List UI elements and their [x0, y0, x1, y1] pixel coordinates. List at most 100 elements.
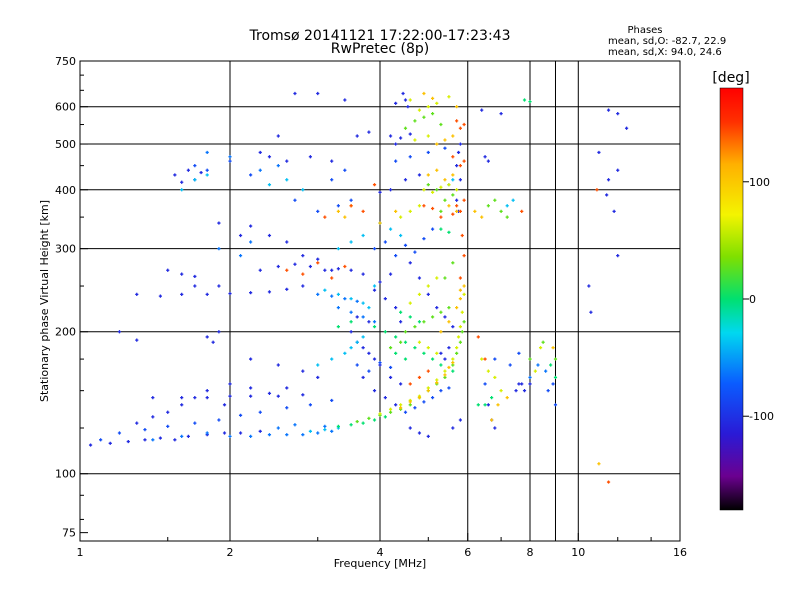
data-point	[301, 188, 305, 192]
data-point	[451, 426, 455, 430]
data-point	[451, 193, 455, 197]
data-point	[616, 168, 620, 172]
data-point	[361, 272, 365, 276]
data-point	[456, 150, 461, 155]
data-point	[426, 284, 430, 288]
data-point	[455, 105, 459, 109]
data-point	[267, 233, 272, 238]
data-point	[458, 209, 463, 213]
data-point	[443, 178, 447, 182]
data-point	[173, 438, 177, 442]
data-point	[451, 173, 455, 177]
data-point	[301, 433, 305, 437]
data-point	[408, 155, 412, 159]
data-point	[417, 173, 422, 177]
data-point	[388, 407, 393, 411]
data-point	[394, 101, 398, 105]
data-point	[460, 330, 464, 334]
data-point	[447, 183, 451, 187]
data-point	[336, 424, 340, 428]
data-point	[480, 357, 484, 361]
data-point	[493, 426, 497, 430]
data-point	[372, 183, 377, 187]
data-point	[217, 284, 221, 288]
colorbar-tick-label: 100	[749, 176, 770, 189]
data-point	[417, 108, 422, 112]
data-point	[276, 164, 280, 168]
data-point	[217, 330, 221, 334]
y-tick-label: 200	[55, 326, 76, 339]
data-point	[228, 155, 232, 159]
data-point	[549, 363, 553, 367]
data-point	[447, 95, 451, 99]
data-point	[413, 325, 417, 329]
data-point	[349, 320, 353, 324]
y-tick-label: 500	[55, 138, 76, 151]
data-point	[458, 142, 463, 146]
data-point	[228, 291, 232, 296]
data-point	[426, 292, 430, 296]
data-point	[349, 198, 353, 202]
x-tick-label: 10	[571, 546, 585, 559]
data-point	[238, 413, 243, 417]
data-point	[180, 188, 184, 192]
data-point	[439, 227, 443, 231]
y-tick-label: 100	[55, 468, 76, 481]
data-point	[276, 394, 280, 398]
data-point	[528, 357, 532, 361]
data-point	[413, 119, 417, 123]
data-point	[343, 168, 347, 172]
data-point	[151, 438, 155, 442]
data-point	[285, 406, 289, 410]
data-point	[205, 173, 209, 177]
data-point	[367, 351, 371, 355]
data-point	[408, 315, 412, 319]
data-point	[430, 112, 435, 116]
data-point	[349, 423, 353, 427]
data-point	[372, 320, 377, 324]
data-point	[408, 261, 412, 265]
data-point	[355, 315, 359, 319]
data-point	[462, 320, 466, 324]
data-point	[238, 254, 243, 258]
data-point	[426, 386, 430, 390]
data-point	[343, 264, 347, 269]
data-point	[316, 209, 320, 213]
data-point	[186, 434, 190, 438]
data-point	[426, 346, 430, 350]
data-point	[443, 198, 447, 202]
data-point	[151, 415, 155, 419]
data-point	[399, 215, 403, 219]
stats-heading: Phases	[627, 25, 662, 36]
data-point	[439, 185, 443, 189]
data-point	[372, 284, 377, 288]
data-point	[330, 268, 334, 272]
data-point	[443, 357, 447, 361]
data-point	[323, 428, 327, 432]
data-point	[343, 351, 347, 355]
data-point	[595, 188, 599, 192]
data-point	[517, 382, 521, 386]
data-point	[349, 330, 353, 334]
data-point	[417, 292, 422, 296]
data-point	[462, 254, 466, 258]
data-point	[293, 198, 297, 202]
data-point	[285, 159, 289, 163]
data-point	[158, 294, 163, 298]
data-point	[249, 434, 253, 438]
data-point	[355, 363, 359, 367]
data-point	[276, 363, 280, 367]
data-point	[462, 292, 466, 296]
data-point	[589, 310, 593, 314]
data-point	[258, 268, 262, 272]
data-point	[293, 91, 297, 96]
data-point	[447, 306, 451, 310]
data-point	[462, 284, 466, 288]
data-point	[249, 291, 253, 295]
data-point	[367, 369, 371, 373]
data-point	[499, 389, 503, 393]
data-point	[616, 112, 620, 116]
data-point	[388, 188, 393, 192]
data-point	[483, 382, 487, 386]
data-point	[443, 138, 447, 142]
